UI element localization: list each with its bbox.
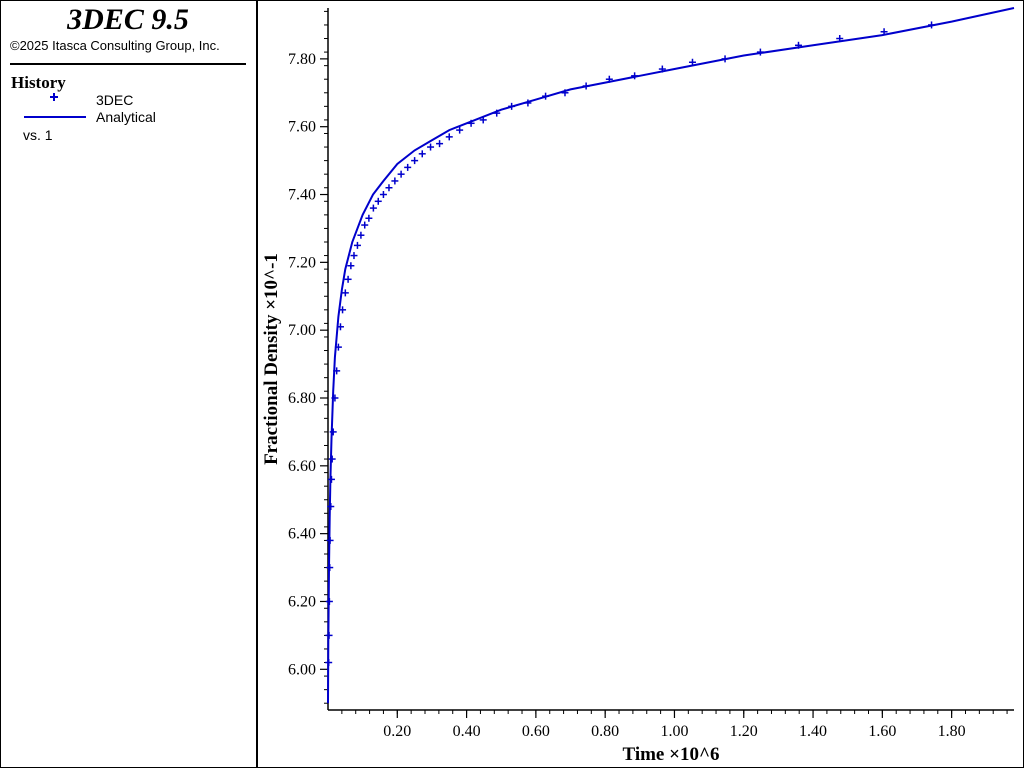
x-tick-label: 0.20 [383, 723, 411, 740]
3dec-data-point [344, 275, 352, 283]
legend-label-analytical: Analytical [96, 109, 156, 125]
3dec-data-point [374, 197, 382, 205]
3dec-data-point [561, 89, 569, 97]
3dec-data-point [756, 48, 764, 56]
x-tick-label: 1.20 [730, 723, 758, 740]
x-axis-label: Time ×10^6 [623, 744, 720, 765]
x-tick-label: 0.80 [591, 723, 619, 740]
3dec-data-point [427, 143, 435, 151]
line-marker-icon [24, 116, 86, 118]
3dec-data-point [688, 58, 696, 66]
3dec-data-point [329, 428, 337, 436]
3dec-data-point [479, 116, 487, 124]
3dec-data-point [508, 102, 516, 110]
3dec-data-point [456, 126, 464, 134]
3dec-data-point [336, 323, 344, 331]
legend-versus: vs. 1 [23, 127, 53, 143]
y-tick-label: 7.20 [288, 254, 316, 271]
3dec-data-point [582, 82, 590, 90]
3dec-data-point [326, 564, 334, 572]
3dec-data-point [365, 214, 373, 222]
3dec-data-point [325, 659, 333, 667]
3dec-data-point [836, 35, 844, 43]
3dec-data-point [328, 455, 336, 463]
3dec-data-point [721, 55, 729, 63]
copyright-text: ©2025 Itasca Consulting Group, Inc. [10, 38, 220, 53]
3dec-data-point [658, 65, 666, 73]
x-tick-label: 0.40 [453, 723, 481, 740]
3dec-data-point [333, 367, 341, 375]
y-axis-label: Fractional Density ×10^-1 [261, 253, 282, 465]
y-tick-label: 7.80 [288, 51, 316, 68]
3dec-data-point [353, 241, 361, 249]
3dec-data-point [631, 72, 639, 80]
3dec-data-point [524, 99, 532, 107]
3dec-data-point [334, 343, 342, 351]
chart-plot: 6.00 6.20 6.40 6.60 6.80 7.00 7.20 7.40 7.60 7.80… [261, 7, 1015, 765]
3dec-data-point [350, 252, 358, 260]
3dec-data-point [605, 75, 613, 83]
3dec-data-point [493, 109, 501, 117]
3dec-data-point [357, 231, 365, 239]
x-tick-label: 1.40 [799, 723, 827, 740]
3dec-data-point [436, 140, 444, 148]
3dec-data-point [327, 475, 335, 483]
3dec-data-point [411, 157, 419, 165]
panel-divider [256, 0, 258, 768]
3dec-data-point [385, 184, 393, 192]
y-tick-label: 6.40 [288, 526, 316, 543]
y-tick-label: 6.20 [288, 593, 316, 610]
3dec-data-point [880, 28, 888, 36]
y-tick-label: 6.00 [288, 661, 316, 678]
legend-label-3dec: 3DEC [96, 92, 134, 108]
3dec-data-point [325, 631, 333, 639]
y-tick-label: 7.00 [288, 322, 316, 339]
y-tick-label: 6.80 [288, 390, 316, 407]
x-tick-label: 1.80 [938, 723, 966, 740]
x-tick-label: 1.60 [868, 723, 896, 740]
analytical-series-line [327, 7, 1015, 704]
legend-heading: History [11, 73, 66, 92]
x-tick-label: 0.60 [522, 723, 550, 740]
legend-separator [10, 63, 246, 65]
3dec-data-point [361, 221, 369, 229]
y-tick-label: 6.60 [288, 458, 316, 475]
3dec-data-point [331, 394, 339, 402]
3dec-data-point [391, 177, 399, 185]
3dec-data-point [347, 262, 355, 270]
3dec-data-point [379, 191, 387, 199]
3dec-data-point [794, 41, 802, 49]
3dec-data-point [369, 204, 377, 212]
y-tick-label: 7.60 [288, 119, 316, 136]
y-tick-label: 7.40 [288, 187, 316, 204]
x-tick-label: 1.00 [660, 723, 688, 740]
3dec-data-point [467, 119, 475, 127]
3dec-data-point [325, 597, 333, 605]
3dec-data-point [445, 133, 453, 141]
3dec-data-point [341, 289, 349, 297]
3dec-data-point [327, 503, 335, 511]
3dec-data-point [339, 306, 347, 314]
3dec-data-point [326, 536, 334, 544]
3dec-data-point [928, 21, 936, 29]
plus-marker-icon [50, 93, 58, 101]
3dec-data-point [397, 170, 405, 178]
3dec-data-point [542, 92, 550, 100]
3dec-data-point [404, 163, 412, 171]
app-title: 3DEC 9.5 [67, 3, 189, 36]
3dec-data-point [418, 150, 426, 158]
